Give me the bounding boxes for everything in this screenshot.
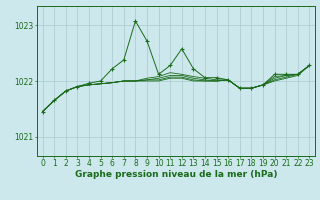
X-axis label: Graphe pression niveau de la mer (hPa): Graphe pression niveau de la mer (hPa) <box>75 170 277 179</box>
